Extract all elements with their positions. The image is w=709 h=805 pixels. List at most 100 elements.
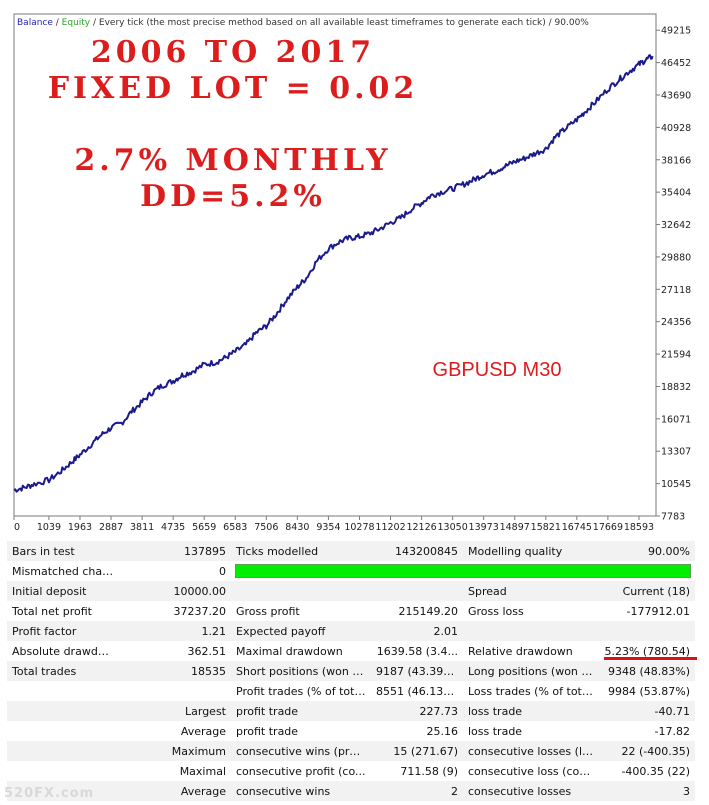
value-total-net-profit: 37237.20 — [119, 601, 231, 621]
value-max-consecutive-losses: 22 (-400.35) — [599, 741, 695, 761]
value-gross-loss: -177912.01 — [599, 601, 695, 621]
balance-chart: Balance / Equity / Every tick (the most … — [13, 13, 692, 533]
x-tick-label: 12126 — [406, 522, 436, 533]
y-tick-label: 16071 — [661, 414, 691, 425]
label-average-consecutive-wins: consecutive wins — [231, 781, 371, 801]
annotation-text: FIXED LOT = 0.02 — [48, 71, 419, 106]
y-tick-label: 10545 — [661, 479, 691, 490]
value-average-profit-trade: 25.16 — [371, 721, 463, 741]
value-modelling-quality: 90.00% — [599, 541, 695, 561]
label-average-consecutive: Average — [119, 781, 231, 801]
value-mismatched-chart: 0 — [119, 561, 231, 581]
stats-row: Bars in test 137895 Ticks modelled 14320… — [7, 541, 695, 561]
label-average: Average — [119, 721, 231, 741]
label-maximal-consecutive-loss: consecutive loss (coun... — [463, 761, 599, 781]
x-tick-label: 1963 — [68, 522, 92, 533]
chart-header-segment: / — [53, 18, 60, 28]
value-expected-payoff: 2.01 — [371, 621, 463, 641]
y-tick-label: 27118 — [661, 285, 691, 296]
y-tick-label: 49215 — [661, 26, 691, 37]
value-relative-drawdown: 5.23% (780.54) — [599, 641, 695, 661]
x-tick-label: 9354 — [316, 522, 340, 533]
y-tick-label: 32642 — [661, 220, 691, 231]
plot-frame — [13, 13, 657, 517]
chart-header-segment: Every tick (the most precise method base… — [96, 18, 546, 28]
x-tick-label: 14897 — [500, 522, 530, 533]
annotation-text: DD=5.2% — [140, 179, 326, 214]
x-tick-label: 6583 — [223, 522, 247, 533]
series-group — [13, 54, 654, 493]
x-tick-label: 18593 — [624, 522, 654, 533]
value-gross-profit: 215149.20 — [371, 601, 463, 621]
value-average-consecutive-losses: 3 — [599, 781, 695, 801]
stats-row: Initial deposit 10000.00 Spread Current … — [7, 581, 695, 601]
modelling-quality-cell — [231, 561, 695, 581]
label-spread: Spread — [463, 581, 599, 601]
label-profit-factor: Profit factor — [7, 621, 119, 641]
y-tick-label: 38166 — [661, 155, 691, 166]
label-max-consecutive-losses: consecutive losses (los... — [463, 741, 599, 761]
stats-row: Average profit trade 25.16 loss trade -1… — [7, 721, 695, 741]
label-average-consecutive-losses: consecutive losses — [463, 781, 599, 801]
x-axis: 0 1039 1963 2887 3811 4735 5659 6583 7506 8430 935… — [13, 516, 654, 533]
label-average-profit-trade: profit trade — [231, 721, 371, 741]
value-profit-factor: 1.21 — [119, 621, 231, 641]
label-ticks-modelled: Ticks modelled — [231, 541, 371, 561]
label-maximal-drawdown: Maximal drawdown — [231, 641, 371, 661]
x-tick-label: 3811 — [130, 522, 154, 533]
stats-row: Total net profit 37237.20 Gross profit 2… — [7, 601, 695, 621]
label-bars-in-test: Bars in test — [7, 541, 119, 561]
annotation-text: 2006 TO 2017 — [91, 35, 375, 70]
x-tick-label: 7506 — [254, 522, 278, 533]
x-tick-label: 16745 — [562, 522, 592, 533]
label-short-positions: Short positions (won %) — [231, 661, 371, 681]
value-long-positions: 9348 (48.83%) — [599, 661, 695, 681]
value-largest-profit-trade: 227.73 — [371, 701, 463, 721]
chart-header: Balance / Equity / Every tick (the most … — [17, 18, 589, 28]
stats-row: Largest profit trade 227.73 loss trade -… — [7, 701, 695, 721]
value-ticks-modelled: 143200845 — [371, 541, 463, 561]
value-initial-deposit: 10000.00 — [119, 581, 231, 601]
stats-row: Profit trades (% of total) 8551 (46.13%)… — [7, 681, 695, 701]
chart-header-segment: / — [546, 18, 553, 28]
label-average-loss-trade: loss trade — [463, 721, 599, 741]
value-largest-loss-trade: -40.71 — [599, 701, 695, 721]
stats-row: Maximal consecutive profit (co... 711.58… — [7, 761, 695, 781]
label-relative-drawdown: Relative drawdown — [463, 641, 599, 661]
x-tick-label: 13973 — [469, 522, 499, 533]
annotation-text: GBPUSD M30 — [433, 359, 562, 381]
y-tick-label: 7783 — [661, 512, 685, 523]
value-maximal-consecutive-loss: -400.35 (22) — [599, 761, 695, 781]
x-tick-label: 8430 — [285, 522, 309, 533]
value-maximal-consecutive-profit: 711.58 (9) — [371, 761, 463, 781]
stats-table: Bars in test 137895 Ticks modelled 14320… — [7, 541, 695, 801]
y-axis: 7783 10545 13307 16071 18832 21594 24356 27118 2… — [656, 26, 691, 523]
stats-row: Total trades 18535 Short positions (won … — [7, 661, 695, 681]
stats-row: Mismatched chart... 0 — [7, 561, 695, 581]
value-profit-trades: 8551 (46.13%) — [371, 681, 463, 701]
y-tick-label: 13307 — [661, 447, 691, 458]
annotation-text: 2.7% MONTHLY — [74, 143, 391, 178]
chart-header-segment: 90.00% — [552, 18, 590, 28]
label-initial-deposit: Initial deposit — [7, 581, 119, 601]
stats-row: Profit factor 1.21 Expected payoff 2.01 — [7, 621, 695, 641]
balance-line — [13, 54, 654, 493]
x-tick-label: 11202 — [375, 522, 405, 533]
value-maximal-drawdown: 1639.58 (3.4... — [371, 641, 463, 661]
y-tick-label: 46452 — [661, 58, 691, 69]
y-tick-label: 35404 — [661, 188, 691, 199]
y-tick-label: 21594 — [661, 350, 691, 361]
watermark: 520FX.com — [4, 786, 95, 801]
x-tick-label: 17669 — [593, 522, 623, 533]
modelling-quality-bar — [235, 564, 691, 578]
label-modelling-quality: Modelling quality — [463, 541, 599, 561]
value-average-loss-trade: -17.82 — [599, 721, 695, 741]
label-mismatched-chart: Mismatched chart... — [7, 561, 119, 581]
x-tick-label: 13050 — [438, 522, 468, 533]
label-gross-loss: Gross loss — [463, 601, 599, 621]
value-spread: Current (18) — [599, 581, 695, 601]
label-expected-payoff: Expected payoff — [231, 621, 371, 641]
x-tick-label: 2887 — [99, 522, 123, 533]
chart-header-segment: Balance — [17, 18, 53, 28]
stats-row: Maximum consecutive wins (prof... 15 (27… — [7, 741, 695, 761]
